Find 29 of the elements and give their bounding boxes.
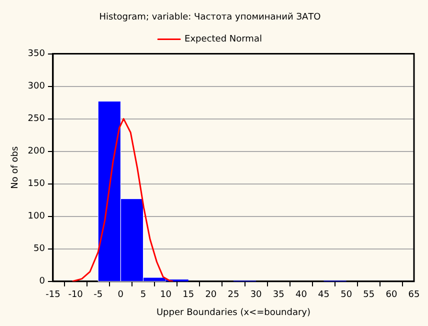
x-tick-label: 55: [363, 290, 375, 300]
y-tick-label: 100: [28, 212, 46, 222]
x-tick-label: 50: [340, 290, 352, 300]
x-tick-label: 30: [250, 290, 262, 300]
y-tick-label: 350: [28, 49, 46, 60]
y-tick-label: 0: [39, 276, 46, 287]
x-tick-label: 15: [182, 290, 194, 300]
x-tick-label: 20: [205, 290, 217, 300]
y-tick-label: 150: [28, 179, 46, 190]
x-tick-label: 5: [140, 290, 146, 300]
x-axis-title: Upper Boundaries (x<=boundary): [156, 308, 311, 318]
x-tick-label: 0: [118, 290, 124, 300]
y-tick-label: 50: [34, 244, 46, 254]
x-tick-label: 10: [160, 290, 172, 300]
y-tick-label: 300: [28, 82, 46, 92]
x-tick-label: 40: [295, 290, 308, 300]
x-tick-label: 35: [272, 290, 284, 300]
x-tick-label: 25: [228, 290, 240, 300]
y-tick-label: 200: [28, 146, 46, 157]
legend-label: Expected Normal: [184, 34, 262, 45]
y-tick-label: 250: [28, 114, 46, 124]
x-tick-label: -10: [68, 290, 84, 300]
x-tick-label: 60: [386, 290, 398, 300]
chart-title: Histogram; variable: Частота упоминаний ЗАТО: [99, 12, 321, 23]
x-tick-label: -15: [46, 290, 60, 300]
x-tick-label: 45: [318, 290, 330, 300]
y-axis-title: No of obs: [10, 146, 21, 189]
x-tick-label: 65: [408, 290, 420, 300]
x-tick-label: -5: [94, 290, 103, 300]
